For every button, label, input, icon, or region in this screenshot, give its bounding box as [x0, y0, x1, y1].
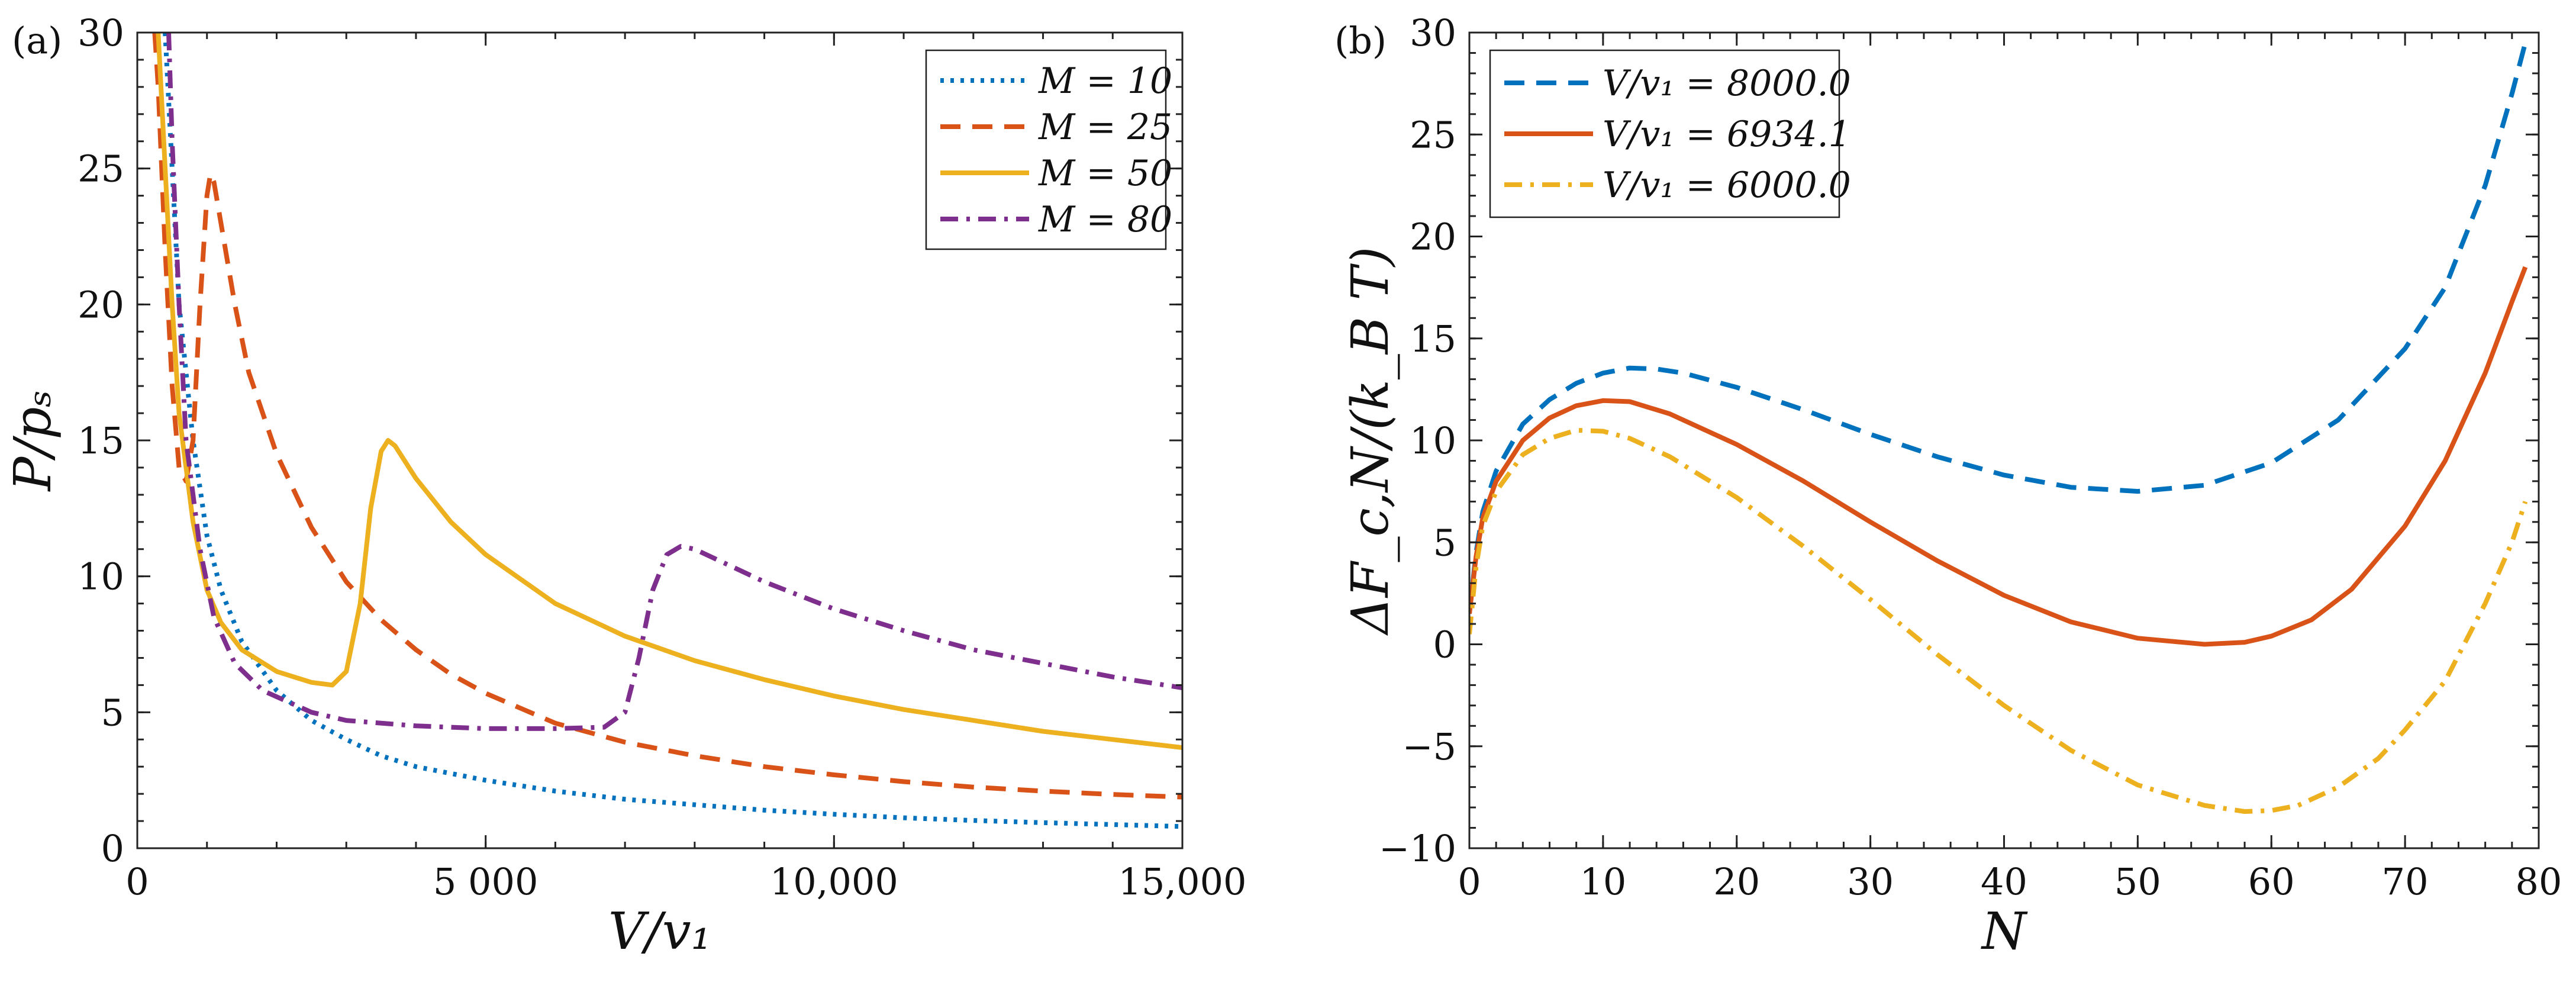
x-axis-label: V/v₁ — [608, 902, 711, 961]
x-tick-label: 50 — [2114, 860, 2161, 903]
x-tick-label: 30 — [1847, 860, 1894, 903]
series-line-1 — [1469, 42, 2528, 614]
x-tick-label: 5 000 — [433, 860, 539, 903]
panel-a: (a) 0 5 000 10,000 15,000 0 5 10 15 20 25 30 V/v₁ P/… — [4, 11, 1246, 961]
series-group — [152, 33, 1182, 829]
y-tick-label: 20 — [78, 283, 124, 326]
panel-label-b: (b) — [1334, 19, 1387, 62]
series-group — [1469, 42, 2528, 814]
y-tick-label: −10 — [1379, 827, 1456, 870]
y-tick-label: 25 — [1410, 113, 1456, 156]
legend-entry-1: M = 10 — [1038, 60, 1172, 102]
legend-entry-1: V/v₁ = 8000.0 — [1603, 63, 1851, 104]
x-tick-label: 0 — [1458, 860, 1481, 903]
legend-entry-3: V/v₁ = 6000.0 — [1603, 165, 1851, 206]
legend: V/v₁ = 8000.0 V/v₁ = 6934.1 V/v₁ = 6000.0 — [1489, 49, 1851, 218]
y-tick-label: 10 — [1410, 419, 1456, 462]
series-line-1 — [163, 33, 1182, 829]
legend: M = 10 M = 25 M = 50 M = 80 — [925, 49, 1172, 250]
series-line-2 — [1469, 266, 2528, 647]
x-tick-label: 0 — [125, 860, 149, 903]
y-tick-label: 10 — [78, 555, 124, 598]
legend-entry-3: M = 50 — [1038, 153, 1172, 194]
legend-entry-2: M = 25 — [1038, 107, 1172, 148]
series-line-4 — [166, 33, 1182, 731]
y-tick-label: 15 — [1410, 317, 1456, 360]
x-tick-label: 10 — [1579, 860, 1626, 903]
y-tick-label: 15 — [78, 419, 124, 462]
panel-label-a: (a) — [12, 19, 62, 62]
y-axis-label: P/pₛ — [4, 390, 63, 492]
legend-entry-2: V/v₁ = 6934.1 — [1603, 114, 1851, 155]
series-line-3 — [1469, 427, 2528, 814]
x-tick-label: 60 — [2248, 860, 2295, 903]
y-tick-label: 5 — [1433, 521, 1456, 564]
y-tick-label: −5 — [1403, 725, 1456, 768]
x-tick-label: 10,000 — [770, 860, 898, 903]
x-tick-label: 15,000 — [1118, 860, 1247, 903]
y-tick-label: 25 — [78, 147, 124, 191]
y-tick-label: 20 — [1410, 215, 1456, 259]
legend-entry-4: M = 80 — [1038, 199, 1172, 240]
y-tick-label: 30 — [78, 11, 124, 54]
x-tick-label: 20 — [1713, 860, 1760, 903]
x-tick-label: 70 — [2382, 860, 2429, 903]
y-tick-label: 30 — [1410, 11, 1456, 54]
x-axis-label: N — [1981, 902, 2028, 961]
y-tick-label: 0 — [1433, 623, 1456, 667]
y-axis-label: ΔF_c,N/(k_B T) — [1341, 247, 1400, 636]
panel-b: (b) 0 10 20 30 40 50 60 70 80 −10 −5 0 5 10 15 20 25 30 N Δ… — [1334, 11, 2562, 961]
y-tick-label: 0 — [101, 827, 124, 870]
x-tick-label: 40 — [1981, 860, 2027, 903]
y-tick-label: 5 — [101, 691, 124, 734]
x-tick-label: 80 — [2516, 860, 2562, 903]
